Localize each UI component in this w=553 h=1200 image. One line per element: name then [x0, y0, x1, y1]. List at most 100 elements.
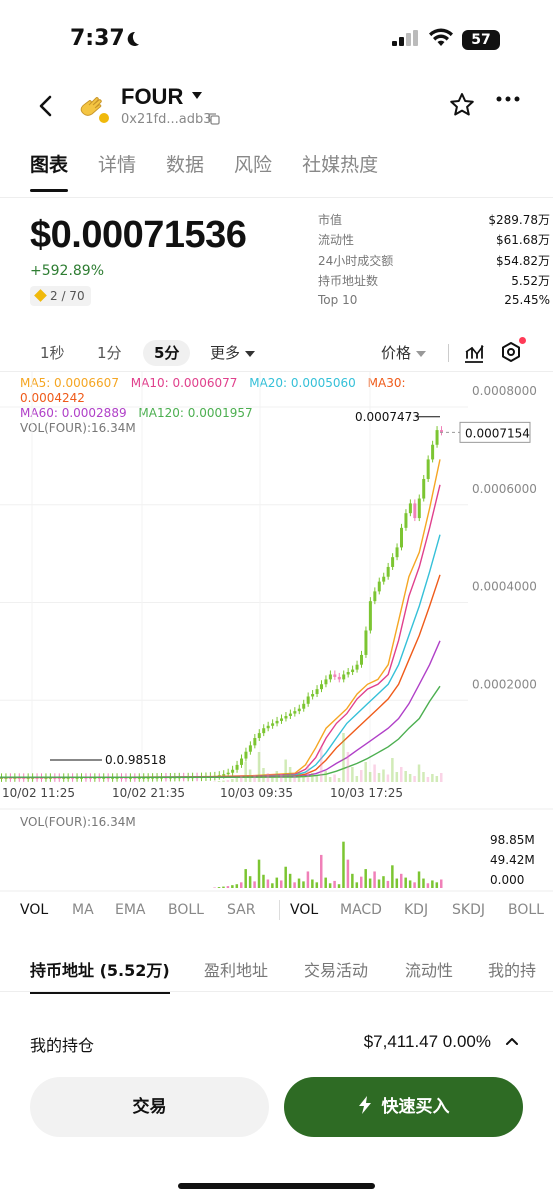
candle: [84, 777, 88, 779]
tab-risk[interactable]: 风险: [234, 154, 273, 176]
candle: [62, 777, 66, 779]
overlay-volume-bar: [235, 778, 239, 782]
status-time: 7:37: [70, 26, 125, 51]
price-mode-button[interactable]: 价格: [381, 340, 426, 366]
stat-value: 5.52万: [511, 274, 550, 289]
volume-bar: [288, 873, 292, 888]
timeframe-5m[interactable]: 5分: [143, 340, 191, 366]
tab-social[interactable]: 社媒热度: [302, 154, 379, 176]
price-chart[interactable]: 0.0008000 0.0006000 0.0004000 0.0002000 0.00…: [0, 372, 553, 812]
volume-axis-label: 49.42M: [490, 853, 535, 867]
x-axis-label: 10/02 21:35: [112, 786, 185, 800]
candle: [240, 758, 243, 765]
candle: [22, 777, 26, 779]
overlay-volume-bar: [342, 733, 345, 782]
volume-bar: [400, 873, 403, 888]
home-indicator: [178, 1183, 375, 1189]
overlay-volume-bar: [351, 767, 354, 782]
candle: [266, 725, 270, 729]
tab-trade-activity[interactable]: 交易活动: [304, 961, 369, 980]
favorite-star-icon[interactable]: [449, 92, 475, 118]
chevron-up-icon[interactable]: [505, 1036, 519, 1046]
indicator-boll[interactable]: BOLL: [168, 902, 204, 918]
stat-value: $289.78万: [488, 213, 550, 227]
back-arrow-icon[interactable]: [34, 92, 58, 120]
tab-profitable-addresses[interactable]: 盈利地址: [204, 961, 269, 980]
indicator-tabs: VOL MA EMA BOLL SAR VOL MACD KDJ SKDJ BO…: [0, 900, 553, 922]
indicator-macd[interactable]: MACD: [340, 902, 382, 918]
tab-data[interactable]: 数据: [166, 154, 205, 176]
y-axis-label: 0.0002000: [472, 677, 537, 691]
more-timeframes-button[interactable]: 更多: [210, 340, 255, 366]
candle: [75, 777, 79, 779]
candle: [271, 723, 275, 726]
stat-label: 24小时成交额: [318, 253, 394, 268]
caret-down-icon[interactable]: [192, 92, 202, 100]
copy-icon[interactable]: [208, 113, 220, 125]
tab-my-holdings[interactable]: 我的持: [488, 961, 537, 980]
indicator-vol[interactable]: VOL: [20, 902, 49, 918]
volume-bar: [320, 854, 323, 888]
candle: [413, 503, 417, 519]
ma30-line: [0, 574, 441, 778]
tab-chart[interactable]: 图表: [30, 150, 69, 192]
indicator-sub-boll[interactable]: BOLL: [508, 902, 544, 918]
timeframe-1m[interactable]: 1分: [97, 344, 122, 362]
overlay-volume-bar: [217, 781, 221, 782]
volume-bar: [413, 882, 416, 888]
overlay-volume-bar: [426, 777, 430, 782]
indicator-chart-icon[interactable]: [463, 342, 485, 364]
token-header: FOUR 0x21fd...adb3: [0, 78, 553, 138]
ma120-line: [0, 685, 441, 778]
indicator-sub-vol[interactable]: VOL: [290, 902, 319, 918]
low-price-label: 0.0.98518: [105, 753, 166, 767]
volume-bar: [315, 882, 319, 888]
indicator-ema[interactable]: EMA: [115, 902, 146, 918]
candle: [440, 430, 443, 433]
my-holdings-row[interactable]: 我的持仓 $7,411.47 0.00%: [30, 1030, 525, 1056]
volume-bar: [426, 883, 430, 888]
quick-buy-button[interactable]: 快速买入: [284, 1077, 523, 1137]
current-price-label: 0.0007154: [465, 426, 530, 440]
tab-details[interactable]: 详情: [98, 154, 137, 176]
volume-bar: [431, 880, 434, 888]
overlay-volume-bar: [257, 752, 261, 782]
indicator-sar[interactable]: SAR: [227, 902, 256, 918]
token-address: 0x21fd...adb3: [121, 112, 212, 127]
status-bar: 7:37 57: [0, 0, 553, 72]
candle: [231, 769, 235, 773]
indicator-kdj[interactable]: KDJ: [404, 902, 429, 918]
overlay-volume-bar: [355, 776, 359, 782]
overlay-volume-bar: [253, 775, 256, 782]
trade-button[interactable]: 交易: [30, 1077, 269, 1137]
candle: [431, 444, 435, 460]
candle: [364, 630, 368, 655]
overlay-volume-bar: [275, 771, 279, 782]
overlay-volume-bar: [435, 776, 439, 782]
overlay-volume-bar: [400, 767, 403, 782]
candle: [253, 738, 257, 746]
candle: [26, 777, 30, 779]
rank-badge[interactable]: 2 / 70: [30, 286, 91, 306]
tab-holders[interactable]: 持币地址 (5.52万): [30, 957, 170, 994]
chart-settings-icon[interactable]: [500, 341, 522, 363]
volume-bar: [355, 882, 359, 888]
tab-liquidity[interactable]: 流动性: [405, 961, 454, 980]
token-name[interactable]: FOUR: [121, 84, 184, 109]
toolbar-divider: [448, 344, 449, 362]
volume-chart[interactable]: VOL(FOUR):16.34M 98.85M 49.42M 0.000: [0, 812, 553, 892]
stat-value: 25.45%: [504, 292, 550, 307]
overlay-volume-bar: [373, 764, 376, 782]
token-logo-icon: [80, 97, 102, 116]
volume-bar: [266, 879, 270, 888]
volume-bar: [271, 883, 274, 888]
indicator-ma[interactable]: MA: [72, 902, 94, 918]
volume-bar: [435, 882, 439, 888]
volume-bar: [302, 881, 305, 888]
timeframe-1s[interactable]: 1秒: [40, 344, 65, 362]
candle: [400, 527, 403, 548]
more-options-icon[interactable]: [496, 96, 520, 102]
volume-bar: [311, 879, 314, 888]
indicator-skdj[interactable]: SKDJ: [452, 902, 485, 918]
overlay-volume-bar: [408, 774, 412, 782]
